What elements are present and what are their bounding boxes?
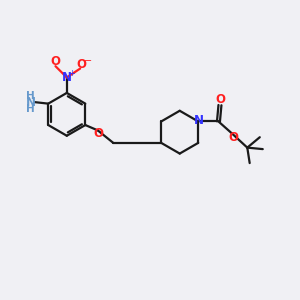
Text: O: O [76, 58, 87, 70]
Text: N: N [62, 71, 72, 84]
Text: O: O [94, 128, 104, 140]
Text: N: N [26, 96, 35, 109]
Text: −: − [84, 56, 92, 66]
Text: H: H [26, 91, 35, 100]
Text: O: O [50, 55, 61, 68]
Text: N: N [194, 114, 204, 127]
Text: H: H [26, 104, 35, 114]
Text: O: O [228, 131, 238, 144]
Text: +: + [68, 69, 75, 78]
Text: O: O [215, 93, 225, 106]
